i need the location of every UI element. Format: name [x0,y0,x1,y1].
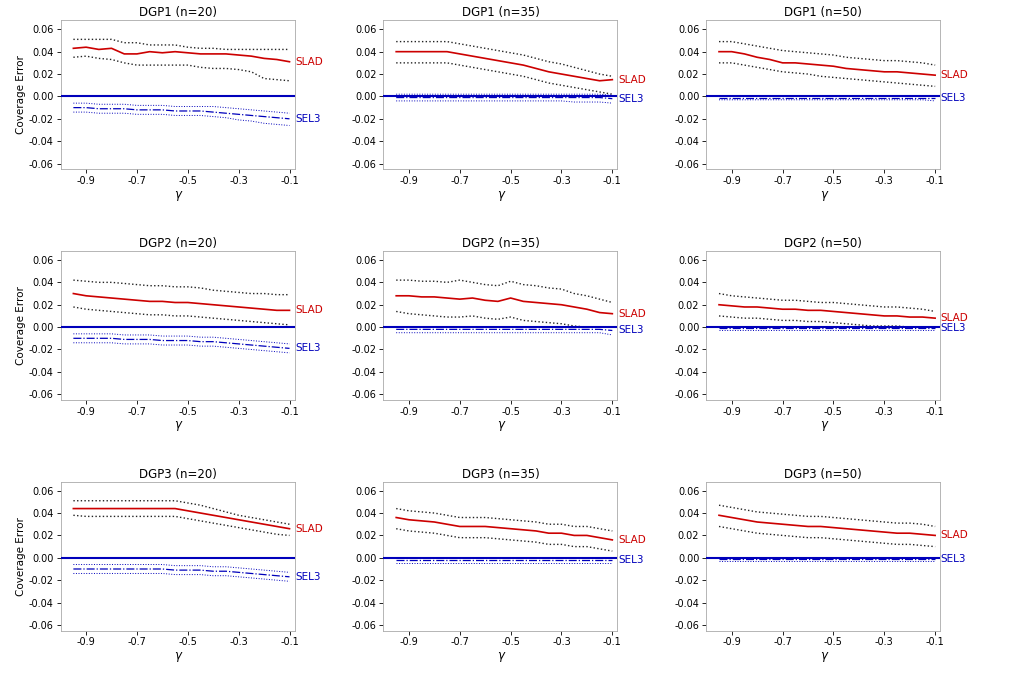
Text: SEL3: SEL3 [295,343,320,353]
X-axis label: γ: γ [820,188,827,201]
Text: SLAD: SLAD [940,313,969,323]
Text: SEL3: SEL3 [618,325,643,336]
Text: SEL3: SEL3 [618,555,643,565]
Text: SLAD: SLAD [940,530,969,540]
Title: DGP1 (n=20): DGP1 (n=20) [139,6,216,19]
Text: SLAD: SLAD [618,75,646,85]
Title: DGP3 (n=50): DGP3 (n=50) [785,468,862,481]
Title: DGP1 (n=50): DGP1 (n=50) [785,6,862,19]
Text: SEL3: SEL3 [940,554,967,564]
Text: SLAD: SLAD [618,308,646,319]
Title: DGP2 (n=50): DGP2 (n=50) [785,237,862,250]
Text: SEL3: SEL3 [295,114,320,124]
X-axis label: γ: γ [497,418,503,431]
X-axis label: γ: γ [174,188,181,201]
Text: SEL3: SEL3 [940,93,967,102]
X-axis label: γ: γ [174,418,181,431]
Text: SLAD: SLAD [295,523,323,534]
Text: SLAD: SLAD [940,70,969,80]
Title: DGP3 (n=35): DGP3 (n=35) [462,468,539,481]
Y-axis label: Coverage Error: Coverage Error [16,286,26,365]
Text: SEL3: SEL3 [295,572,320,582]
Title: DGP3 (n=20): DGP3 (n=20) [139,468,216,481]
Y-axis label: Coverage Error: Coverage Error [16,517,26,595]
X-axis label: γ: γ [497,649,503,662]
X-axis label: γ: γ [820,418,827,431]
Text: SLAD: SLAD [618,535,646,545]
Text: SLAD: SLAD [295,57,323,66]
Title: DGP2 (n=35): DGP2 (n=35) [461,237,540,250]
Text: SEL3: SEL3 [618,94,643,104]
X-axis label: γ: γ [497,188,503,201]
X-axis label: γ: γ [820,649,827,662]
X-axis label: γ: γ [174,649,181,662]
Title: DGP2 (n=20): DGP2 (n=20) [139,237,216,250]
Text: SLAD: SLAD [295,305,323,315]
Y-axis label: Coverage Error: Coverage Error [16,56,26,134]
Title: DGP1 (n=35): DGP1 (n=35) [461,6,540,19]
Text: SEL3: SEL3 [940,323,967,334]
